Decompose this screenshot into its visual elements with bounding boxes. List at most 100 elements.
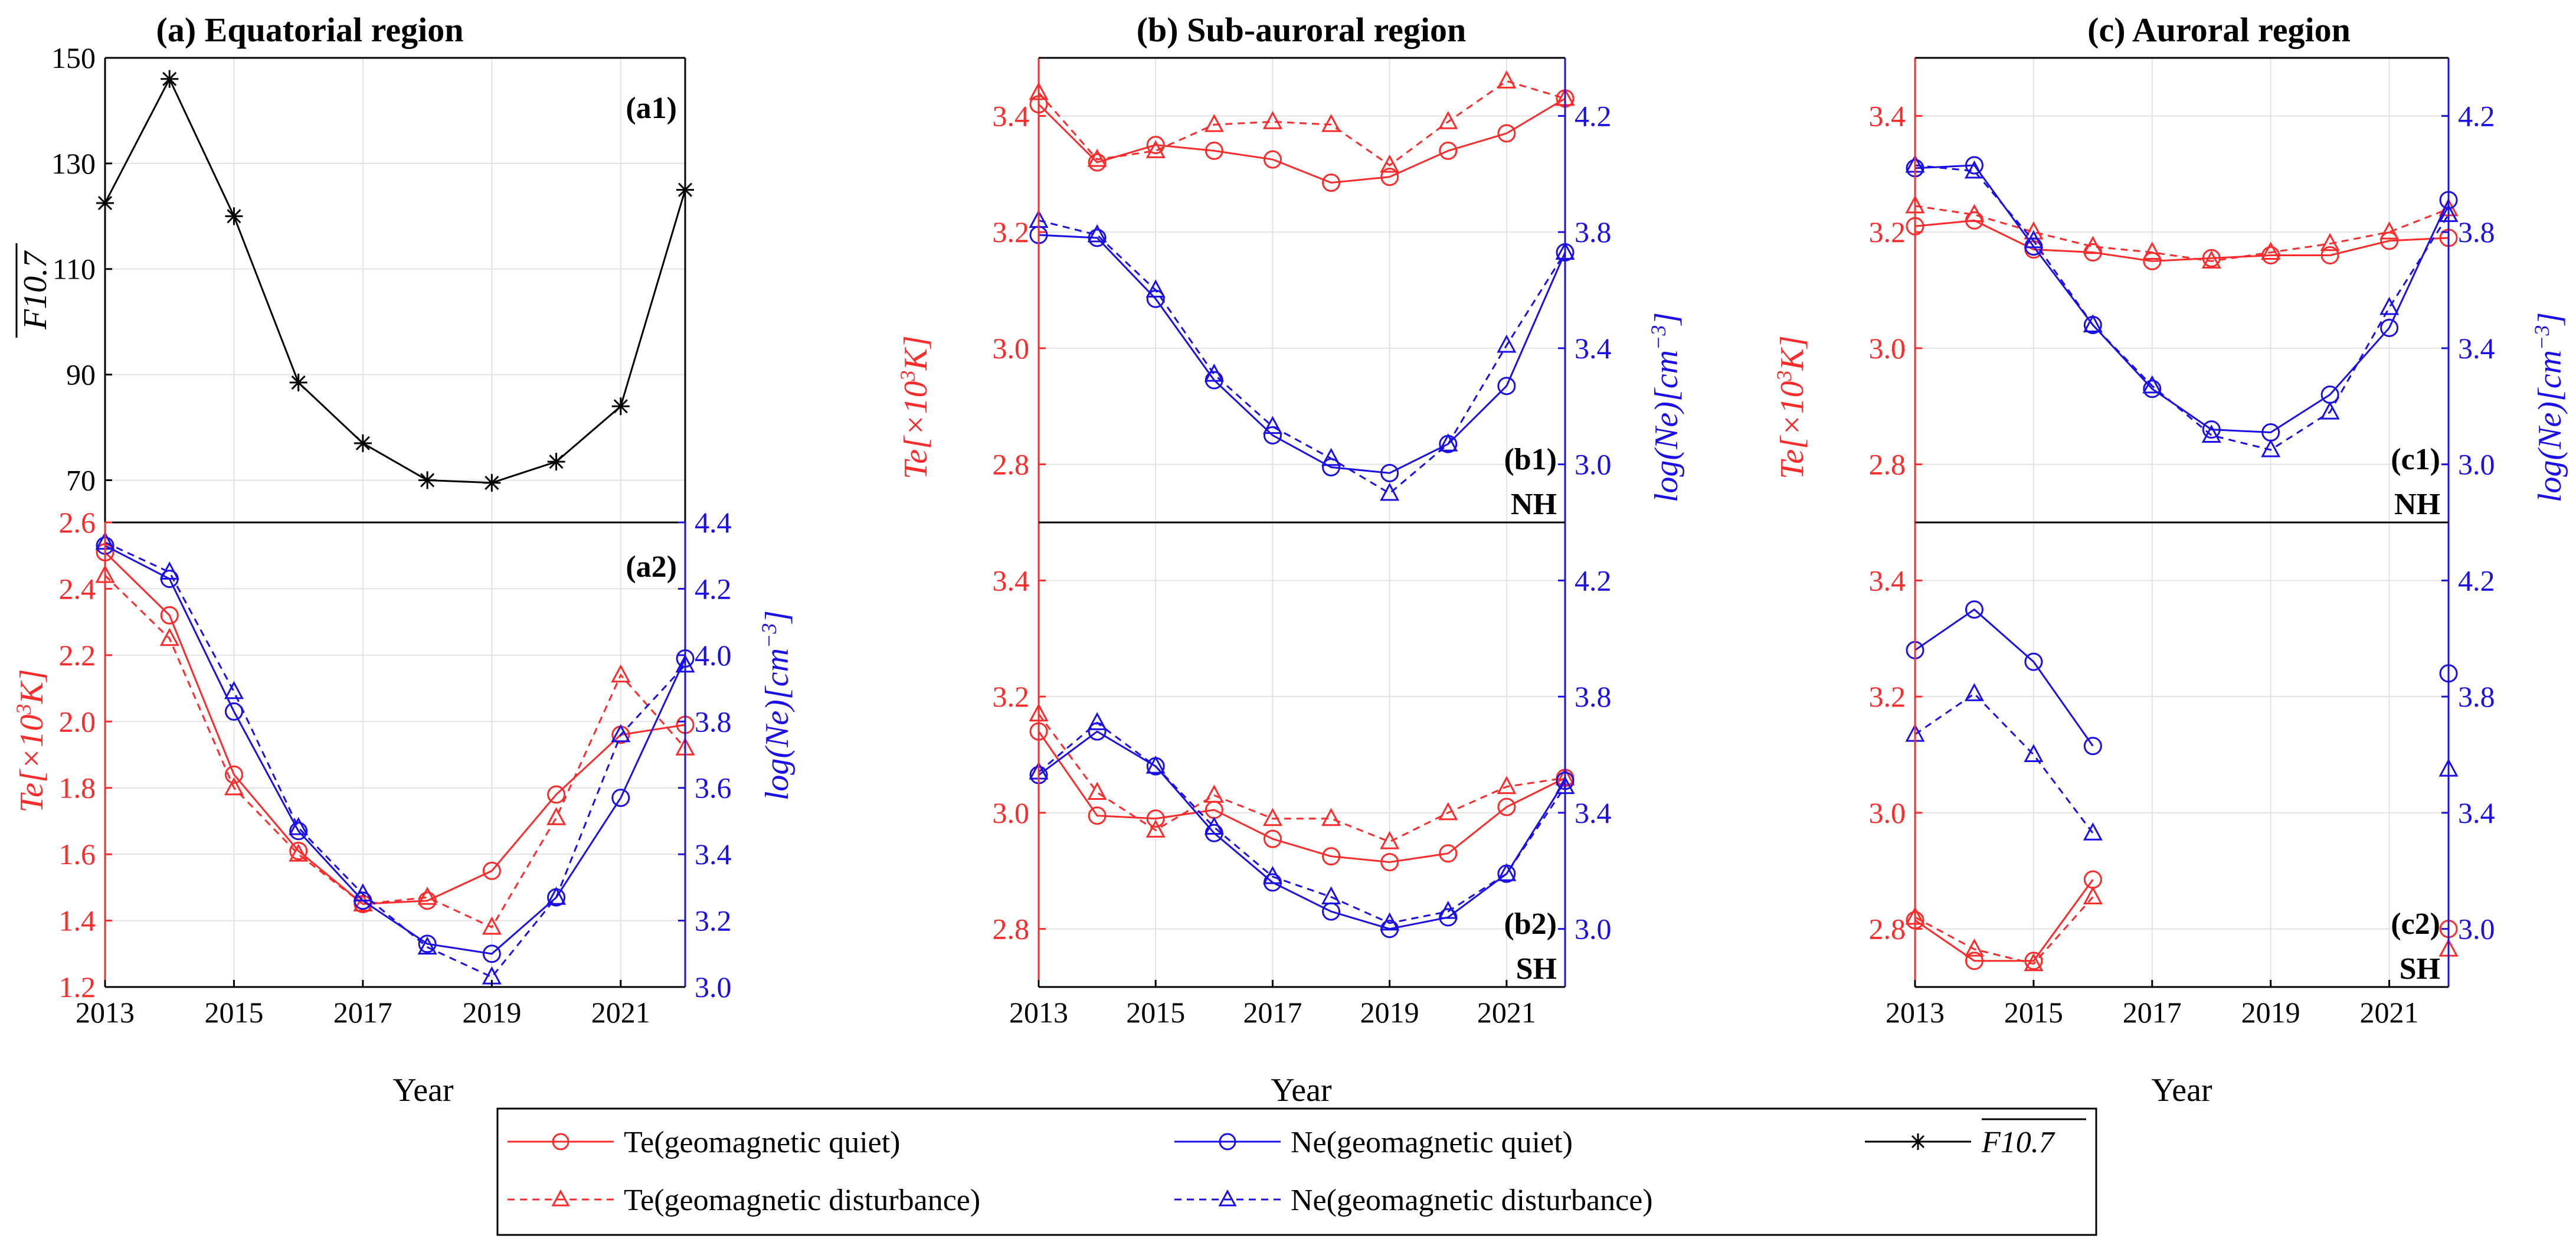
b1-te-quiet-point-2018: [1322, 174, 1341, 192]
a2-ne-quiet-point-2018-shape: [418, 934, 437, 953]
c2-hemisphere: SH: [2400, 952, 2440, 986]
b2-te-dist-point-2019-shape: [1380, 831, 1400, 849]
a2-ne-quiet-point-2019: [482, 944, 501, 963]
c2-te-dist-line-0: [1914, 896, 2094, 965]
c2-xtick-label-2017: 2017: [2123, 996, 2182, 1029]
a2-rtick-label-3.8: 3.8: [695, 705, 732, 738]
b2-te-dist-point-2015: [1145, 819, 1166, 838]
c1-ne-dist-point-2020: [2320, 401, 2340, 420]
c1-label: (c1): [2391, 443, 2440, 476]
c2-te-dist-point-2015: [2024, 953, 2044, 972]
b1-te-quiet-point-2016: [1204, 141, 1223, 160]
c1-te-dist-line-0: [1914, 205, 2449, 262]
c1-ne-quiet-point-2021: [2380, 318, 2399, 337]
b2-te-dist-point-2020-shape: [1438, 802, 1458, 821]
a2-te-quiet-point-2019: [482, 861, 501, 880]
c1-ne-dist-point-2018: [2201, 424, 2221, 443]
b2-te-quiet-point-2018-shape: [1322, 847, 1341, 866]
c2-rtick-label-4.2: 4.2: [2458, 564, 2495, 597]
c1-left-ylabel: Te[×103K]: [1772, 335, 1811, 479]
b1-te-quiet-point-2016-shape: [1204, 141, 1223, 160]
legend-te-dist: Te(geomagnetic disturbance): [624, 1184, 980, 1217]
b2-hemisphere: SH: [1516, 952, 1557, 986]
b2-te-quiet-line-0: [1037, 731, 1566, 864]
b2-ne-dist-point-2015: [1145, 756, 1166, 774]
a2-te-quiet-point-2015-shape: [224, 765, 243, 784]
b2-te-dist-point-2020: [1438, 802, 1458, 821]
b1-te-dist-point-2020: [1438, 111, 1458, 129]
c1-ne-quiet-point-2017-shape: [2143, 380, 2162, 398]
a2-ne-quiet-point-2015: [224, 702, 243, 721]
b1-te-quiet-line-0: [1037, 97, 1566, 184]
c1-te-quiet-point-2020-shape: [2320, 246, 2339, 264]
b1-label: (b1): [1504, 443, 1557, 476]
b1-right-ylabel: log(Ne)[cm−3]: [1647, 312, 1685, 502]
c2-rtick-label-3.8: 3.8: [2458, 680, 2495, 713]
c1-ltick-label-3.0: 3.0: [1869, 332, 1906, 365]
a2-ltick-label-1.8: 1.8: [59, 772, 96, 805]
c1-ne-dist-point-2015-shape: [2024, 230, 2044, 249]
b2-te-quiet-point-2014-shape: [1088, 806, 1107, 825]
b2-te-dist-point-2015-shape: [1145, 819, 1166, 838]
xlabel-b: Year: [1271, 1072, 1332, 1109]
b2-te-quiet-point-2017-shape: [1263, 829, 1282, 848]
c1-te-dist-point-2020: [2320, 233, 2340, 251]
b1-te-quiet-point-2014-shape: [1088, 153, 1107, 172]
c1-ne-quiet-point-2017: [2143, 380, 2162, 398]
a2-ne-quiet-point-2019-shape: [482, 944, 501, 963]
b1-te-dist-point-2021-shape: [1497, 70, 1517, 89]
b1-te-dist-point-2016: [1204, 113, 1224, 132]
c1-ne-dist-point-2019: [2261, 439, 2281, 457]
c2-ltick-label-3.0: 3.0: [1869, 796, 1906, 829]
c1-ne-dist-point-2019-shape: [2261, 439, 2281, 457]
b2-ne-dist-point-2017-shape: [1262, 865, 1282, 884]
c1-te-quiet-point-2019: [2261, 246, 2280, 264]
c2-ne-dist-point-2016-shape: [2083, 822, 2103, 841]
b2-ne-dist-point-2020: [1438, 900, 1458, 919]
c1-ne-quiet-point-2014-shape: [1965, 156, 1983, 175]
b1-te-quiet-point-2020-shape: [1439, 141, 1458, 160]
c2-ltick-label-3.2: 3.2: [1869, 680, 1906, 713]
b1-ne-dist-point-2021-shape: [1497, 334, 1517, 353]
b2-ne-dist-point-2018-shape: [1321, 886, 1341, 905]
a1-ltick-label-90: 90: [66, 358, 96, 391]
a2-rtick-label-3.2: 3.2: [695, 904, 732, 937]
b1-rtick-label-3.4: 3.4: [1575, 332, 1612, 365]
a1-f107-point-2015-d2: [227, 209, 241, 224]
c1-rtick-label-3.8: 3.8: [2458, 215, 2495, 249]
a2-rtick-label-3.6: 3.6: [695, 772, 732, 805]
b1-ne-quiet-point-2019: [1380, 463, 1399, 482]
c2-te-quiet-point-2014-shape: [1965, 952, 1983, 970]
b2-te-dist-line-0: [1037, 713, 1566, 843]
c1-te-dist-point-2021: [2379, 221, 2400, 240]
c2-te-dist-point-2016: [2083, 886, 2103, 905]
c1-te-quiet-point-2020: [2320, 246, 2339, 264]
c1-ne-quiet-point-2018-shape: [2202, 420, 2221, 439]
b2-xtick-label-2021: 2021: [1477, 996, 1536, 1029]
legend-ne-dist: Ne(geomagnetic disturbance): [1291, 1184, 1653, 1217]
b1-te-dist-point-2019-shape: [1380, 154, 1400, 173]
b2-te-dist-point-2018: [1321, 808, 1341, 826]
b2-te-quiet-point-2015: [1146, 809, 1165, 828]
a2-te-dist-point-2016-shape: [289, 843, 309, 862]
c1-te-dist-point-2018-shape: [2201, 250, 2221, 269]
c2-te-quiet-point-2015: [2024, 952, 2043, 970]
a2-te-dist-line-0: [104, 574, 686, 929]
b2-te-quiet-point-2017: [1263, 829, 1282, 848]
c2-te-dist-point-2014: [1964, 938, 1984, 957]
b2-ltick-label-2.8: 2.8: [993, 913, 1030, 946]
c1-te-dist-point-2020-shape: [2320, 233, 2340, 251]
c1-hemisphere: NH: [2394, 488, 2440, 521]
c1-te-dist-point-2021-shape: [2379, 221, 2400, 240]
b2-te-dist-point-2021-shape: [1497, 776, 1517, 795]
a2-te-dist-point-2020-shape: [546, 807, 567, 825]
b2-xtick-label-2013: 2013: [1009, 996, 1068, 1029]
c2-rtick-label-3.4: 3.4: [2458, 796, 2495, 829]
b1-ltick-label-3.4: 3.4: [993, 99, 1030, 132]
c1-te-dist-point-2019-shape: [2261, 241, 2281, 260]
b2-te-dist-point-2014: [1087, 782, 1107, 800]
a1-f107-point-2020-d2: [549, 455, 564, 469]
a2-label: (a2): [626, 550, 677, 584]
b1-te-dist-point-2018-shape: [1321, 113, 1341, 132]
b1-te-dist-line-0: [1037, 80, 1566, 166]
